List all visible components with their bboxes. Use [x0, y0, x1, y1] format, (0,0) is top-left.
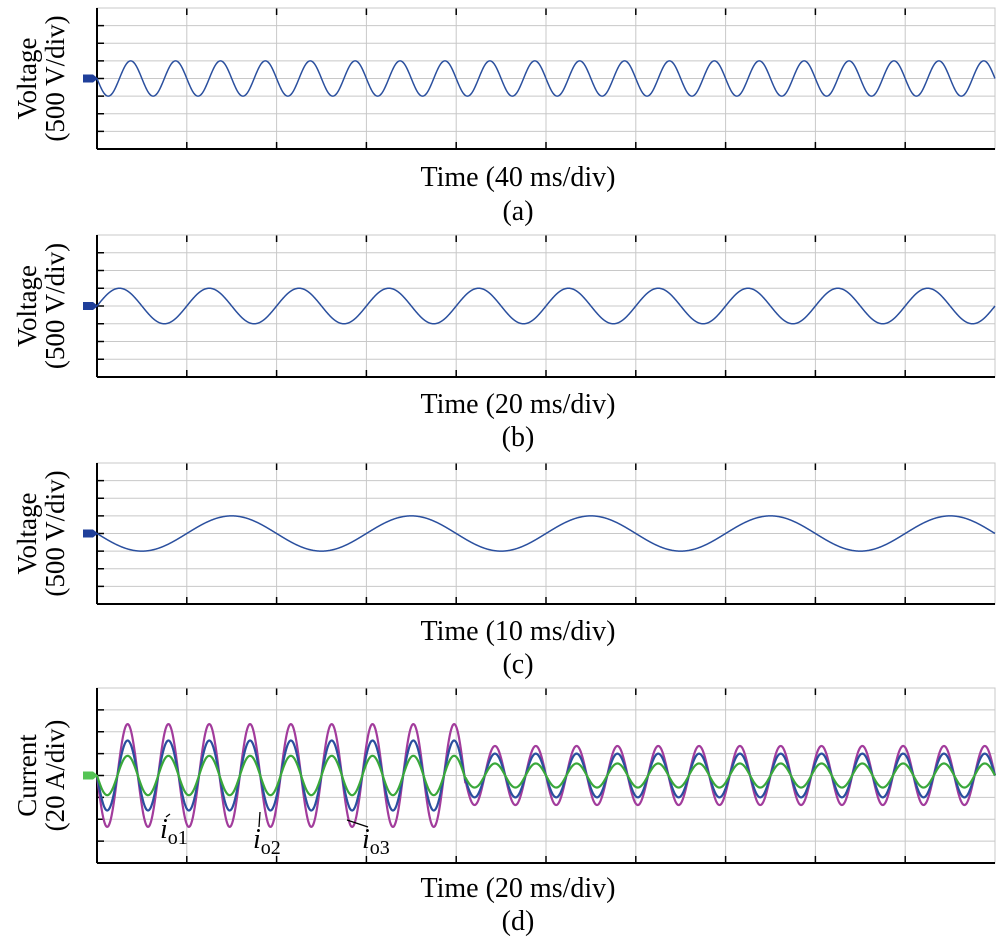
annotation-leader-line: [165, 813, 171, 818]
y-axis-label: Current: [12, 734, 42, 817]
x-axis-label: Time (20 ms/div): [421, 389, 616, 420]
annotation-o1: io1: [160, 814, 188, 849]
ground-marker: [83, 302, 98, 310]
series-line-1: [96, 515, 996, 552]
y-axis-label: Voltage: [12, 492, 42, 574]
annotation-o3: io3: [362, 824, 390, 859]
panel-label: (a): [502, 196, 533, 227]
x-axis-label: Time (10 ms/div): [421, 616, 616, 647]
y-axis-label: Voltage: [12, 265, 42, 347]
x-axis-label: Time (20 ms/div): [421, 873, 616, 904]
annotation-o2: io2: [253, 824, 281, 859]
ground-marker: [83, 771, 98, 780]
y-axis-unit-label: (500 V/div): [40, 470, 70, 596]
x-axis-label: Time (40 ms/div): [421, 162, 616, 193]
series-line-1: [96, 60, 996, 97]
y-axis-unit-label: (500 V/div): [40, 243, 70, 369]
y-axis-unit-label: (500 V/div): [40, 15, 70, 141]
ground-marker: [83, 529, 98, 538]
panel-label: (d): [502, 906, 535, 937]
ground-marker: [83, 74, 98, 83]
panel-b: Voltage(500 V/div) Time (20 ms/div)(b): [12, 234, 996, 453]
series-line-o3: [95, 754, 996, 797]
annotation-leader-line: [346, 819, 369, 828]
panel-label: (c): [502, 649, 533, 680]
series-line-1: [96, 287, 996, 325]
panel-a: Voltage(500 V/div) Time (40 ms/div)(a): [12, 7, 996, 227]
panel-c: Voltage(500 V/div) Time (10 ms/div)(c): [12, 462, 996, 680]
panel-label: (b): [502, 422, 535, 453]
annotation-leader-line: [258, 811, 261, 828]
panel-d: Current(20 A/div) Time (20 ms/div)(d) io1 i…: [12, 687, 997, 937]
y-axis-unit-label: (20 A/div): [40, 720, 70, 832]
y-axis-label: Voltage: [12, 37, 42, 119]
